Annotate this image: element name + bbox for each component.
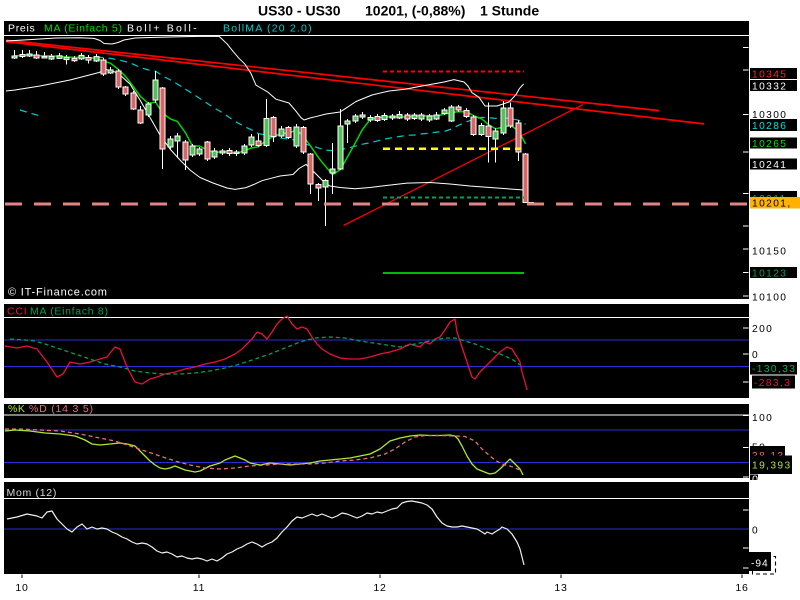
svg-text:MA (Einfach 5): MA (Einfach 5) xyxy=(44,23,123,35)
svg-text:10201,: 10201, xyxy=(752,199,792,210)
svg-text:10241: 10241 xyxy=(752,160,787,171)
svg-text:CCI: CCI xyxy=(7,306,27,318)
svg-text:10123: 10123 xyxy=(752,268,787,279)
svg-text:BollMA (20 2.0): BollMA (20 2.0) xyxy=(223,23,313,35)
svg-text:-94: -94 xyxy=(751,559,769,570)
svg-text:10100: 10100 xyxy=(752,293,787,304)
svg-text:16: 16 xyxy=(735,582,748,594)
svg-text:%K: %K xyxy=(8,403,26,415)
svg-text:10265: 10265 xyxy=(752,139,787,150)
svg-text:Boll+ Boll-: Boll+ Boll- xyxy=(127,23,199,35)
svg-text:-130,33: -130,33 xyxy=(752,364,796,375)
svg-text:-283,3: -283,3 xyxy=(754,378,791,389)
svg-text:12: 12 xyxy=(373,582,386,594)
svg-text:10286: 10286 xyxy=(752,121,787,132)
svg-text:19,393: 19,393 xyxy=(752,461,792,472)
svg-text:© IT-Finance.com: © IT-Finance.com xyxy=(8,287,108,299)
svg-text:10201, (-0,88%): 10201, (-0,88%) xyxy=(365,3,465,19)
svg-text:%D (14 3 5): %D (14 3 5) xyxy=(29,403,94,415)
svg-text:MA (Einfach 8): MA (Einfach 8) xyxy=(30,306,109,318)
svg-text:100: 100 xyxy=(752,413,773,424)
svg-text:10150: 10150 xyxy=(752,247,787,258)
svg-text:11: 11 xyxy=(193,582,206,594)
svg-text:0: 0 xyxy=(752,350,759,361)
svg-text:0: 0 xyxy=(752,474,758,486)
svg-text:200: 200 xyxy=(752,324,773,335)
svg-text:US30 - US30: US30 - US30 xyxy=(258,3,341,19)
svg-text:1 Stunde: 1 Stunde xyxy=(480,3,539,19)
svg-text:10: 10 xyxy=(15,582,28,594)
svg-text:13: 13 xyxy=(554,582,567,594)
svg-text:0: 0 xyxy=(752,526,759,537)
svg-text:10300: 10300 xyxy=(752,110,787,121)
svg-text:Mom (12): Mom (12) xyxy=(7,487,58,499)
svg-text:10332: 10332 xyxy=(752,81,787,92)
svg-text:10345: 10345 xyxy=(752,69,787,80)
svg-text:Preis: Preis xyxy=(8,23,35,35)
